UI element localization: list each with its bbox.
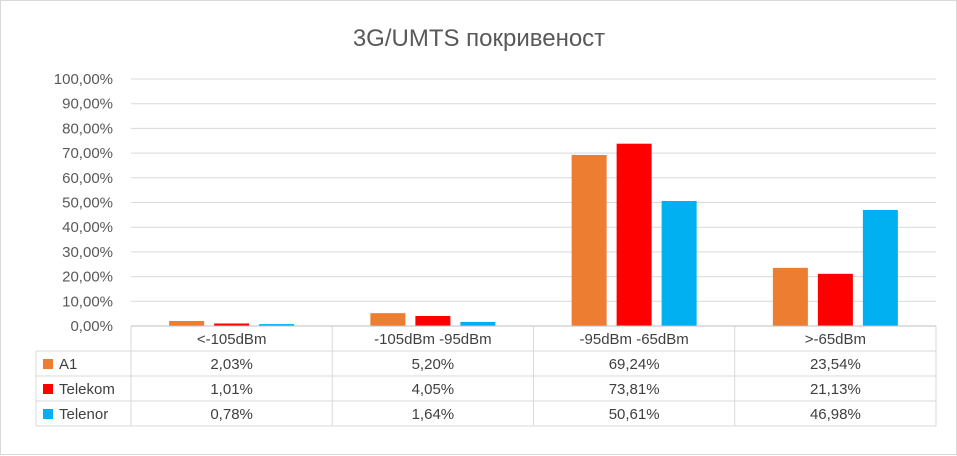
bar-a1-3 [772, 267, 808, 326]
legend-label-telekom: Telekom [59, 381, 115, 398]
gridlines [131, 78, 936, 327]
legend-label-a1: A1 [59, 356, 77, 373]
table-cell: 4,05% [412, 381, 455, 398]
bar-telekom-1 [415, 315, 451, 326]
bar-telenor-1 [460, 321, 496, 326]
table-cell: 46,98% [810, 406, 861, 423]
bar-telekom-3 [817, 273, 853, 326]
y-tick-label: 80,00% [62, 120, 113, 137]
table-cell: 73,81% [609, 381, 660, 398]
table-cell: 0,78% [210, 406, 253, 423]
x-tick-label: >-65dBm [805, 331, 866, 348]
table-cell: 21,13% [810, 381, 861, 398]
y-tick-label: 10,00% [62, 293, 113, 310]
legend-swatch-telenor [43, 409, 53, 419]
table-cell: 69,24% [609, 356, 660, 373]
y-tick-label: 0,00% [70, 318, 113, 335]
x-tick-label: -95dBm -65dBm [580, 331, 689, 348]
bar-a1-0 [169, 320, 205, 326]
table-cell: 50,61% [609, 406, 660, 423]
bar-telekom-0 [214, 323, 250, 326]
legend-label-telenor: Telenor [59, 406, 108, 423]
y-tick-label: 20,00% [62, 269, 113, 286]
table-cell: 1,64% [412, 406, 455, 423]
table-cell: 2,03% [210, 356, 253, 373]
data-table: <-105dBm -105dBm -95dBm -95dBm -65dBm >-65d… [35, 325, 937, 427]
y-axis-ticks: 0,00% 10,00% 20,00% 30,00% 40,00% 50,00% 60,00… [54, 71, 113, 335]
bar-telenor-0 [259, 324, 295, 326]
chart-title: 3G/UMTS покривеност [353, 25, 605, 52]
y-tick-label: 100,00% [54, 71, 113, 88]
y-tick-label: 30,00% [62, 244, 113, 261]
table-cell: 1,01% [210, 381, 253, 398]
y-tick-label: 90,00% [62, 96, 113, 113]
bar-telenor-2 [661, 200, 697, 326]
legend-swatch-telekom [43, 384, 53, 394]
legend-swatch-a1 [43, 359, 53, 369]
table-cell: 23,54% [810, 356, 861, 373]
bar-a1-1 [370, 313, 406, 326]
y-tick-label: 50,00% [62, 195, 113, 212]
bar-telekom-2 [616, 143, 652, 326]
y-tick-label: 40,00% [62, 219, 113, 236]
x-tick-label: -105dBm -95dBm [374, 331, 492, 348]
x-tick-label: <-105dBm [197, 331, 267, 348]
bars [169, 143, 898, 326]
y-tick-label: 70,00% [62, 145, 113, 162]
table-cell: 5,20% [412, 356, 455, 373]
bar-telenor-3 [862, 209, 898, 326]
bar-a1-2 [571, 154, 607, 326]
y-tick-label: 60,00% [62, 170, 113, 187]
